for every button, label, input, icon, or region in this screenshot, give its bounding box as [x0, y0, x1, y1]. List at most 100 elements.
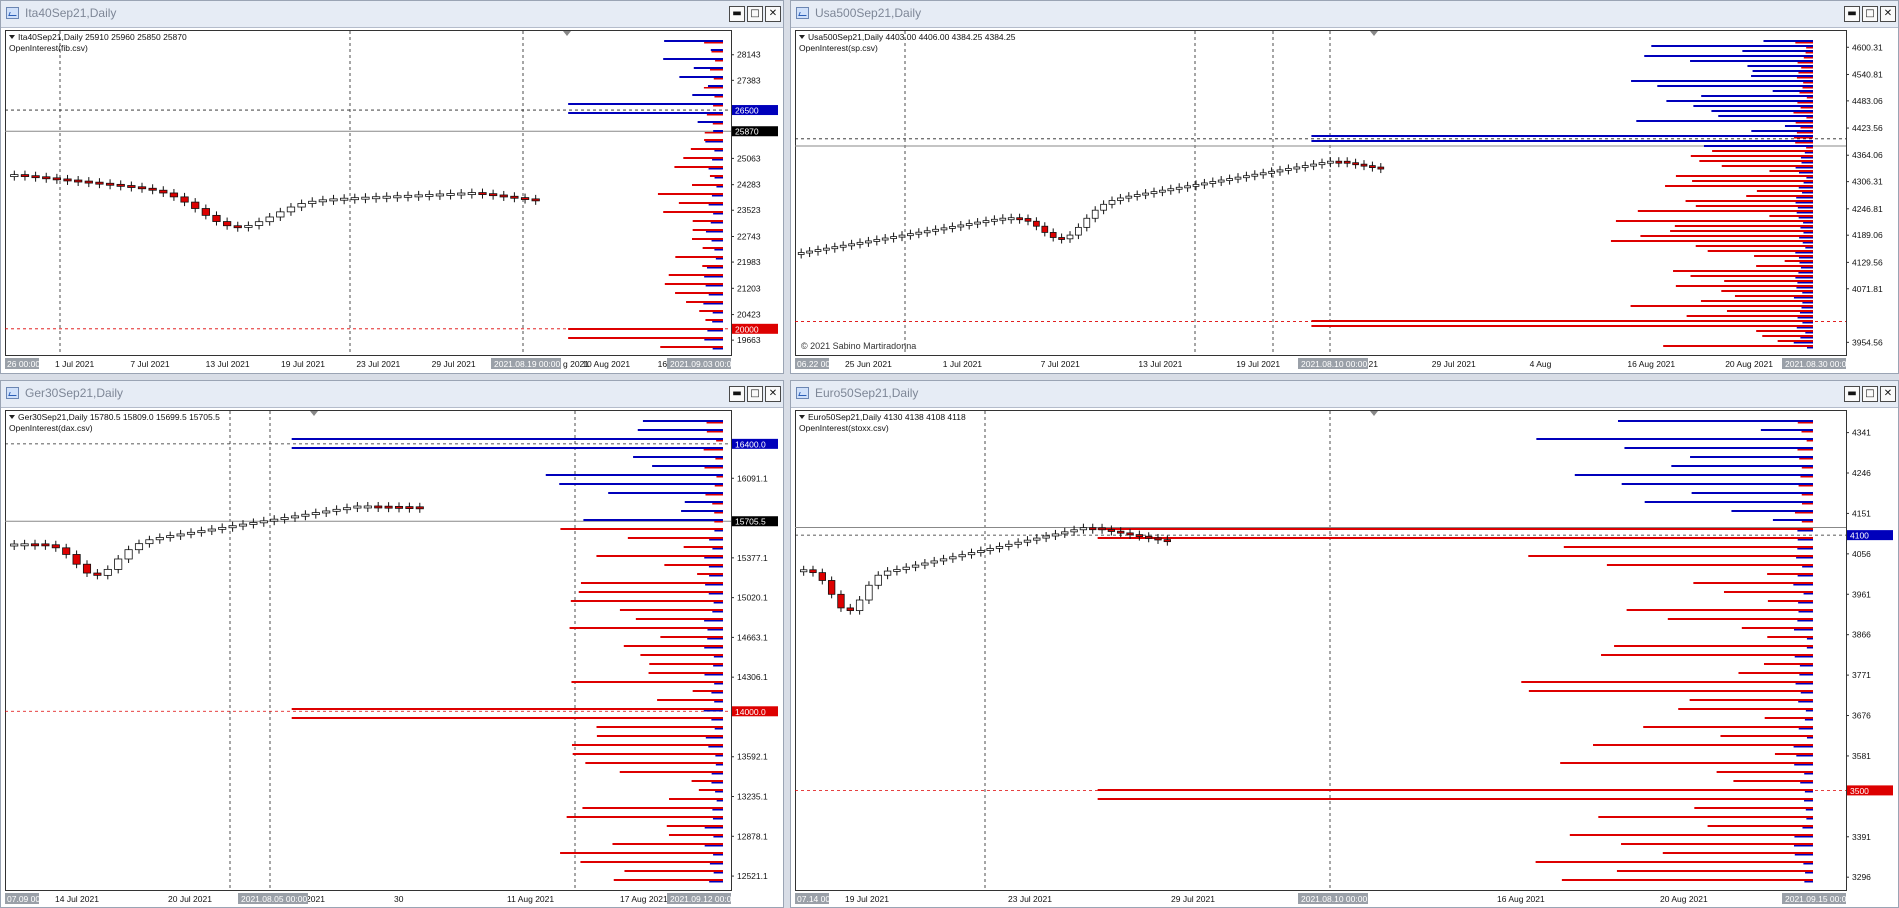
price-chart[interactable]: Ita40Sep21,Daily 25910 25960 25850 25870… [5, 30, 781, 371]
close-button[interactable]: ✕ [765, 386, 781, 402]
oi-put-bar [1621, 843, 1813, 845]
oi-put-bar [706, 422, 723, 424]
oi-put-bar [560, 528, 723, 530]
price-chart[interactable]: Usa500Sep21,Daily 4403.00 4406.00 4384.2… [795, 30, 1896, 371]
minimize-button[interactable]: ▬ [729, 6, 745, 22]
time-axis-label: 11 Aug 2021 [507, 894, 554, 904]
oi-call-bar [1799, 237, 1813, 239]
candle-bear [1369, 165, 1376, 169]
candle-bull [197, 530, 206, 534]
minimize-button[interactable]: ▬ [729, 386, 745, 402]
oi-put-bar [713, 105, 723, 107]
candle-bull [839, 244, 847, 248]
oi-call-bar [1793, 746, 1813, 748]
price-axis-label: 13235.1 [737, 792, 768, 802]
oi-put-bar [1724, 280, 1813, 282]
close-button[interactable]: ✕ [1880, 386, 1896, 402]
oi-put-bar [1794, 512, 1813, 514]
oi-put-bar [1663, 345, 1813, 347]
oi-call-bar [1797, 207, 1813, 209]
oi-put-bar [1798, 485, 1813, 487]
close-button[interactable]: ✕ [1880, 6, 1896, 22]
candle-bull [350, 197, 359, 201]
time-cursor-bg [491, 358, 561, 369]
price-chart[interactable]: Euro50Sep21,Daily 4130 4138 4108 4118Ope… [795, 410, 1896, 905]
window-titlebar[interactable]: Ger30Sep21,Daily ▬ □ ✕ [1, 381, 783, 408]
oi-put-bar [704, 132, 723, 134]
oi-put-bar [709, 69, 723, 71]
chart-window-ita40[interactable]: Ita40Sep21,Daily ▬ □ ✕ Ita40Sep21,Daily … [0, 0, 784, 374]
oi-put-bar [1764, 717, 1813, 719]
chart-canvas[interactable]: Euro50Sep21,Daily 4130 4138 4108 4118 Ope… [795, 410, 1896, 905]
price-chart[interactable]: Ger30Sep21,Daily 15780.5 15809.0 15699.5… [5, 410, 781, 905]
oi-call-bar [1574, 474, 1813, 476]
oi-call-bar [705, 584, 723, 586]
chart-canvas[interactable]: Usa500Sep21,Daily 4403.00 4406.00 4384.2… [795, 30, 1894, 369]
oi-call-bar [704, 845, 723, 847]
chart-canvas[interactable]: Ita40Sep21,Daily 25910 25960 25850 25870… [5, 30, 779, 369]
time-axis-end: 2021.09.03 00:00 [670, 359, 736, 369]
oi-put-bar [560, 852, 723, 854]
oi-put-bar [291, 717, 723, 719]
oi-put-bar [1707, 825, 1813, 827]
candle-bear [148, 187, 157, 191]
candle-bear [31, 175, 40, 179]
oi-put-bar [1797, 102, 1813, 104]
window-titlebar[interactable]: Ita40Sep21,Daily ▬ □ ✕ [1, 1, 783, 28]
minimize-button[interactable]: ▬ [1844, 6, 1860, 22]
candle-bear [116, 183, 125, 187]
price-axis-label: 21983 [737, 257, 761, 267]
oi-call-bar [1803, 182, 1813, 184]
time-axis-label: 20 Aug 2021 [1725, 359, 1773, 369]
chart-shift-marker-icon [1370, 411, 1378, 416]
price-axis-label: 3771 [1852, 670, 1871, 680]
time-axis-start: 26 00:00 [7, 359, 40, 369]
oi-put-bar [712, 503, 723, 505]
oi-call-bar [1651, 45, 1813, 47]
candle-bull [915, 231, 923, 235]
chart-window-usa500[interactable]: Usa500Sep21,Daily ▬ □ ✕ Usa500Sep21,Dail… [790, 0, 1899, 374]
close-button[interactable]: ✕ [765, 6, 781, 22]
chart-canvas[interactable]: Ger30Sep21,Daily 15780.5 15809.0 15699.5… [5, 410, 781, 905]
candle-bear [72, 554, 81, 565]
oi-put-bar [1803, 82, 1813, 84]
oi-put-bar [1746, 195, 1813, 197]
oi-call-bar [684, 501, 723, 503]
maximize-button[interactable]: □ [747, 386, 763, 402]
window-titlebar[interactable]: Euro50Sep21,Daily ▬ □ ✕ [791, 381, 1898, 408]
oi-call-bar [712, 548, 723, 550]
time-end-bg [1782, 893, 1846, 904]
oi-put-bar [1614, 645, 1813, 647]
oi-put-bar [1767, 636, 1813, 638]
oi-call-bar [1636, 120, 1813, 122]
minimize-button[interactable]: ▬ [1844, 386, 1860, 402]
oi-call-bar [707, 638, 723, 640]
oi-max-put-badge: 20000 [735, 324, 759, 334]
maximize-button[interactable]: □ [1862, 386, 1878, 402]
maximize-button[interactable]: □ [747, 6, 763, 22]
chart-window-ger30[interactable]: Ger30Sep21,Daily ▬ □ ✕ Ger30Sep21,Daily … [0, 380, 784, 908]
candle-bull [855, 599, 864, 612]
price-axis-label: 3296 [1852, 872, 1871, 882]
oi-call-bar [713, 213, 723, 215]
time-cursor-label: 2021.08.10 00:00 [1301, 359, 1367, 369]
time-axis-label: 29 Jul 2021 [1432, 359, 1476, 369]
oi-put-bar [1793, 112, 1813, 114]
maximize-button[interactable]: □ [1862, 6, 1878, 22]
oi-put-bar [683, 546, 723, 548]
oi-call-bar [663, 58, 723, 60]
oi-call-bar [1802, 302, 1813, 304]
window-titlebar[interactable]: Usa500Sep21,Daily ▬ □ ✕ [791, 1, 1898, 28]
oi-call-bar [714, 728, 723, 730]
oi-call-bar [1798, 217, 1813, 219]
time-cursor-label: 2021.08.10 00:00 [1301, 894, 1367, 904]
oi-call-bar [1644, 55, 1813, 57]
oi-call-bar [707, 330, 723, 332]
oi-call-bar [568, 103, 723, 105]
window-title: Usa500Sep21,Daily [815, 6, 922, 20]
oi-call-bar [713, 872, 723, 874]
oi-put-bar [690, 148, 723, 150]
chart-window-euro50[interactable]: Euro50Sep21,Daily ▬ □ ✕ Euro50Sep21,Dail… [790, 380, 1899, 908]
oi-call-bar [1804, 791, 1813, 793]
oi-put-bar [712, 123, 723, 125]
